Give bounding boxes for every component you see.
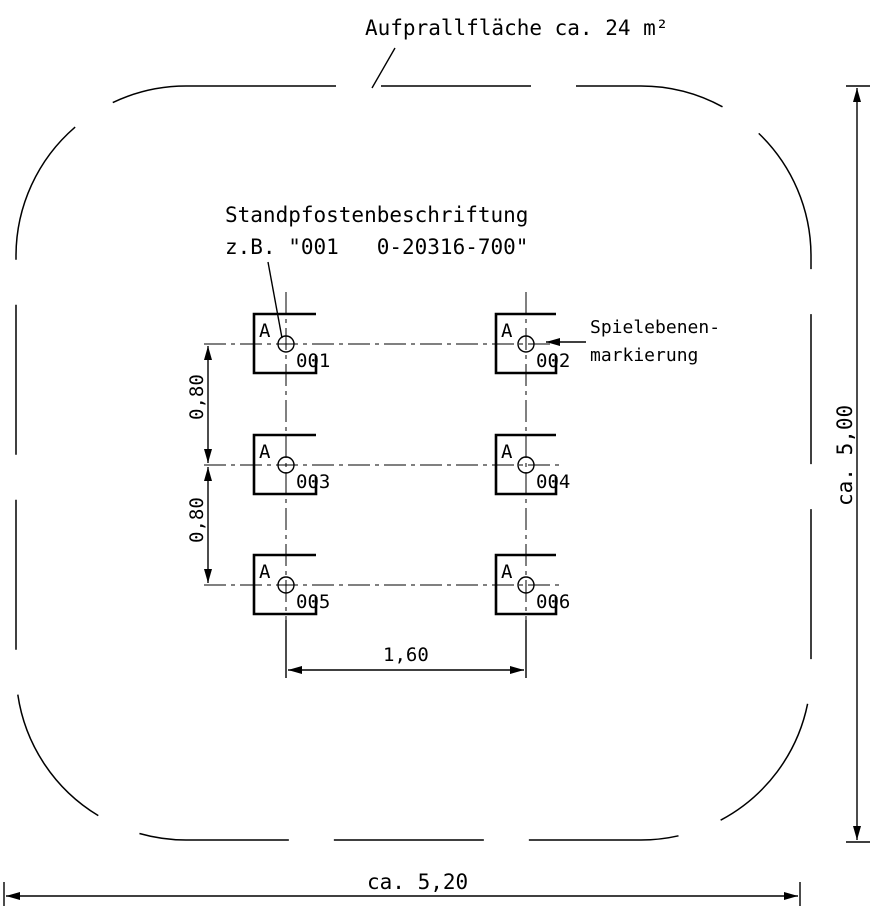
post-003: A 003 (252, 433, 330, 496)
post-001: A 001 (252, 312, 330, 375)
post-level-label: A (501, 561, 513, 583)
post-level-label: A (259, 441, 271, 463)
impact-area-outline (15, 85, 812, 841)
post-005: A 005 (252, 553, 330, 616)
svg-text:0,80: 0,80 (186, 374, 208, 420)
post-label-example: z.B. "001 0-20316-700" (225, 235, 528, 259)
dimension-spacing-lower: 0,80 (186, 467, 212, 583)
post-label-leader (267, 261, 283, 339)
play-level-label-line1: Spielebenen- (590, 317, 720, 338)
post-002: A 002 (494, 312, 570, 375)
post-number: 003 (296, 471, 330, 493)
post-level-label: A (501, 441, 513, 463)
post-number: 006 (536, 591, 570, 613)
post-004: A 004 (494, 433, 570, 496)
post-level-label: A (259, 561, 271, 583)
post-circle (517, 456, 535, 474)
dimension-total-width: ca. 5,20 (3, 870, 801, 906)
svg-text:0,80: 0,80 (186, 497, 208, 543)
post-number: 005 (296, 591, 330, 613)
svg-text:ca. 5,00: ca. 5,00 (833, 405, 857, 506)
dimension-spacing-upper: 0,80 (186, 346, 212, 463)
post-level-label: A (259, 320, 271, 342)
post-level-label: A (501, 320, 513, 342)
svg-text:ca. 5,20: ca. 5,20 (367, 870, 468, 894)
impact-area-label: Aufprallfläche ca. 24 m² (365, 16, 668, 40)
center-lines (204, 292, 560, 620)
post-number: 004 (536, 471, 570, 493)
post-label-title: Standpfostenbeschriftung (225, 203, 528, 227)
post-circle (517, 335, 535, 353)
post-circle (277, 456, 295, 474)
dimension-total-height: ca. 5,00 (833, 85, 870, 843)
post-number: 002 (536, 350, 570, 372)
post-number: 001 (296, 350, 330, 372)
svg-text:1,60: 1,60 (383, 644, 429, 666)
dimension-post-distance: 1,60 (285, 620, 527, 678)
impact-area-leader (371, 47, 396, 89)
post-circle (277, 335, 295, 353)
post-circle (517, 576, 535, 594)
play-level-label-line2: markierung (590, 345, 698, 366)
post-006: A 006 (494, 553, 570, 616)
post-circle (277, 576, 295, 594)
